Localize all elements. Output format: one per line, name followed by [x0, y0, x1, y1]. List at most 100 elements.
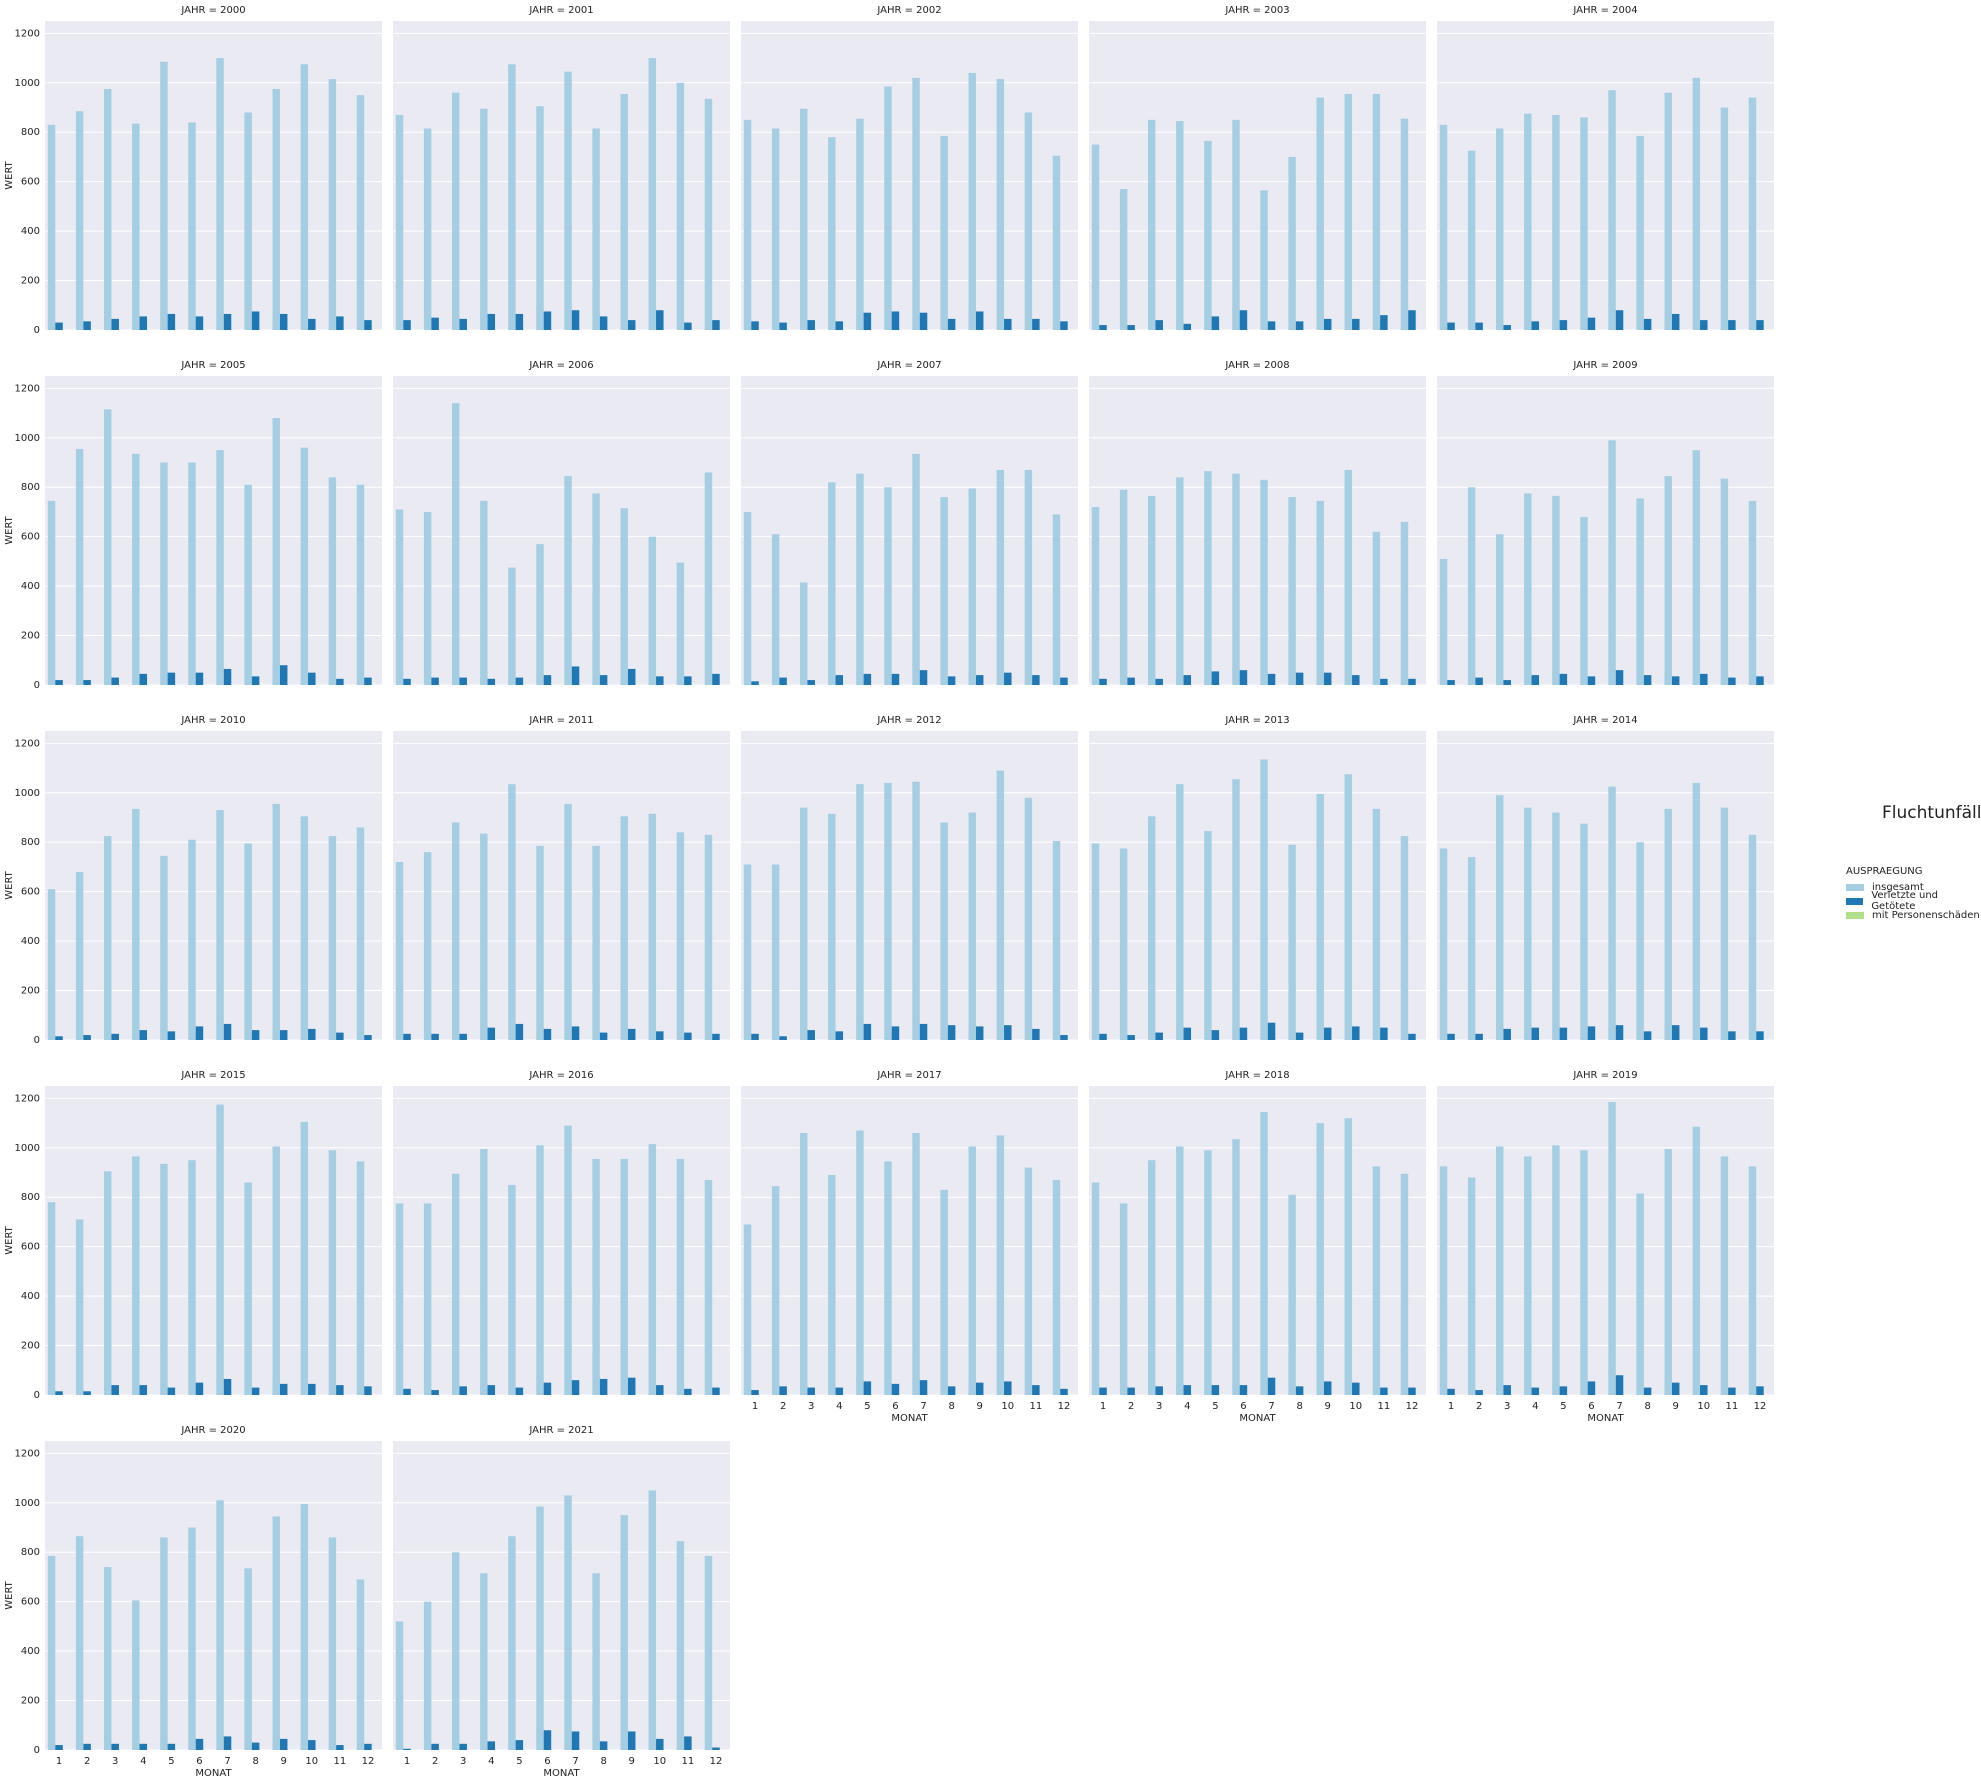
bar-verletzte-2011-12: [712, 1033, 720, 1040]
bar-verletzte-2018-7: [1267, 1377, 1276, 1395]
x-tick-label: 4: [488, 1756, 494, 1767]
bar-insgesamt-2008-3: [1147, 495, 1156, 685]
bar-verletzte-2000-11: [336, 316, 344, 330]
bar-verletzte-2008-8: [1295, 672, 1304, 685]
y-tick-label: 400: [21, 936, 40, 947]
bar-insgesamt-2003-10: [1344, 93, 1353, 330]
bar-insgesamt-2013-1: [1091, 843, 1100, 1040]
bar-verletzte-2010-8: [251, 1030, 260, 1040]
bar-insgesamt-2009-9: [1664, 476, 1672, 685]
bar-verletzte-2021-2: [431, 1743, 439, 1750]
bar-insgesamt-2012-11: [1024, 797, 1033, 1040]
facet-panel-2007: JAHR = 2007: [741, 360, 1078, 686]
bar-verletzte-2017-8: [947, 1386, 956, 1395]
bar-insgesamt-2017-1: [743, 1224, 752, 1395]
bar-verletzte-2007-6: [891, 673, 900, 685]
bar-insgesamt-2017-4: [828, 1174, 836, 1395]
bar-verletzte-2006-5: [515, 677, 524, 685]
bar-insgesamt-2003-2: [1119, 189, 1128, 330]
bar-verletzte-2016-8: [599, 1378, 608, 1395]
bar-verletzte-2007-12: [1060, 677, 1068, 685]
bar-insgesamt-2020-3: [103, 1567, 112, 1750]
bar-insgesamt-2005-12: [356, 484, 365, 685]
bar-verletzte-2002-1: [751, 321, 759, 330]
x-tick-label: 5: [1560, 1401, 1566, 1412]
bar-verletzte-2013-5: [1211, 1030, 1220, 1040]
bar-verletzte-2012-9: [975, 1026, 984, 1040]
bar-verletzte-2014-9: [1671, 1025, 1680, 1040]
bar-insgesamt-2015-8: [244, 1182, 252, 1395]
facet-title-2018: JAHR = 2018: [1224, 1070, 1289, 1081]
bar-insgesamt-2018-8: [1288, 1194, 1296, 1395]
y-tick-label: 800: [21, 837, 40, 848]
bar-insgesamt-2016-9: [620, 1158, 628, 1395]
bar-verletzte-2014-1: [1447, 1033, 1455, 1040]
facet-title-2009: JAHR = 2009: [1572, 360, 1637, 371]
bar-insgesamt-2016-11: [676, 1158, 685, 1395]
bar-insgesamt-2020-4: [132, 1600, 140, 1750]
bar-verletzte-2000-4: [139, 316, 148, 330]
bar-verletzte-2021-5: [515, 1740, 524, 1750]
y-tick-label: 1000: [15, 433, 40, 444]
bar-insgesamt-2003-8: [1288, 156, 1296, 330]
facet-panel-2003: JAHR = 2003: [1089, 5, 1426, 331]
bar-verletzte-2007-9: [975, 675, 984, 685]
bar-insgesamt-2013-11: [1372, 808, 1381, 1040]
bar-insgesamt-2020-11: [328, 1537, 337, 1750]
bar-verletzte-2003-10: [1352, 318, 1360, 330]
bar-verletzte-2000-10: [308, 318, 316, 330]
facet-title-2011: JAHR = 2011: [528, 715, 593, 726]
y-tick-label: 1200: [15, 738, 40, 749]
bar-insgesamt-2013-3: [1147, 816, 1156, 1040]
bar-verletzte-2006-11: [684, 676, 692, 685]
x-tick-label: 2: [84, 1756, 90, 1767]
y-tick-label: 400: [21, 1646, 40, 1657]
bar-verletzte-2019-9: [1671, 1382, 1680, 1395]
bar-insgesamt-2009-2: [1467, 487, 1476, 685]
bar-insgesamt-2007-3: [799, 582, 808, 685]
bar-verletzte-2004-12: [1756, 320, 1764, 330]
bar-verletzte-2016-6: [543, 1382, 552, 1395]
x-tick-label: 7: [572, 1756, 578, 1767]
bar-insgesamt-2005-10: [300, 447, 309, 685]
x-tick-label: 5: [864, 1401, 870, 1412]
bar-insgesamt-2013-10: [1344, 774, 1353, 1040]
x-tick-label: 10: [653, 1756, 666, 1767]
bar-insgesamt-2005-11: [328, 477, 337, 685]
y-tick-label: 1000: [15, 1498, 40, 1509]
bar-verletzte-2015-8: [251, 1387, 260, 1395]
bar-verletzte-2013-7: [1267, 1022, 1276, 1040]
bar-insgesamt-2009-3: [1495, 534, 1504, 685]
panel-background: [741, 1086, 1078, 1395]
y-tick-label: 200: [21, 276, 40, 287]
bar-verletzte-2017-9: [975, 1382, 984, 1395]
facet-title-2016: JAHR = 2016: [528, 1070, 593, 1081]
bar-verletzte-2008-7: [1267, 673, 1276, 685]
bar-verletzte-2020-5: [167, 1743, 176, 1750]
facet-panel-2004: JAHR = 2004: [1437, 5, 1774, 331]
panel-background: [45, 731, 382, 1040]
bar-insgesamt-2001-2: [423, 128, 432, 330]
bar-verletzte-2013-6: [1239, 1027, 1248, 1040]
bar-verletzte-2006-1: [403, 678, 411, 685]
bar-verletzte-2008-12: [1408, 678, 1416, 685]
bar-verletzte-2021-8: [599, 1741, 608, 1750]
y-axis-label: WERT: [4, 160, 15, 189]
bar-insgesamt-2007-1: [743, 511, 752, 685]
bar-verletzte-2018-12: [1408, 1387, 1416, 1395]
bar-insgesamt-2008-1: [1091, 507, 1100, 685]
bar-verletzte-2003-12: [1408, 310, 1416, 330]
y-tick-label: 800: [21, 127, 40, 138]
panel-background: [1089, 376, 1426, 685]
bar-verletzte-2016-12: [712, 1387, 720, 1395]
panel-background: [45, 376, 382, 685]
bar-verletzte-2020-6: [195, 1738, 204, 1750]
bar-insgesamt-2019-4: [1524, 1156, 1532, 1395]
bar-verletzte-2003-5: [1211, 316, 1220, 330]
bar-verletzte-2009-2: [1475, 677, 1483, 685]
bar-verletzte-2002-11: [1032, 318, 1040, 330]
bar-insgesamt-2018-9: [1316, 1123, 1324, 1395]
x-tick-label: 1: [1448, 1401, 1454, 1412]
bar-insgesamt-2016-2: [423, 1203, 432, 1395]
bar-insgesamt-2003-1: [1091, 144, 1100, 330]
